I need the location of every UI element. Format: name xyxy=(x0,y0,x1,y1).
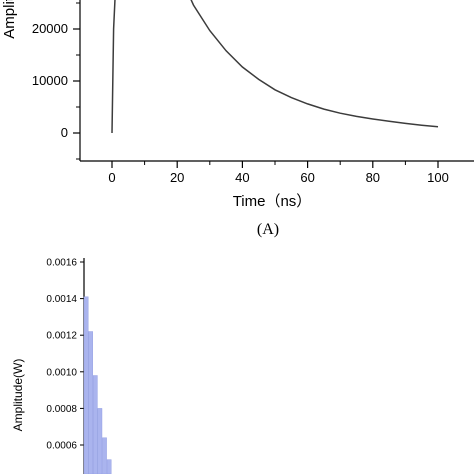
panel-label-a: (A) xyxy=(257,221,279,238)
chart-a-x-tick-label: 20 xyxy=(170,170,184,185)
chart-b-y-tick-label: 0.0010 xyxy=(46,367,77,378)
chart-a-y-axis-label: Amplitude xyxy=(1,0,18,39)
chart-b: 0.0006 0.0008 0.0010 0.0012 0.0014 0.0016 Amp… xyxy=(11,258,112,474)
chart-b-y-tick-label: 0.0006 xyxy=(46,441,77,452)
chart-a: 0 10000 20000 0 20 40 60 80 100 Amplitude Time（… xyxy=(1,0,474,238)
chart-a-x-tick-label: 0 xyxy=(108,170,115,185)
chart-b-bar xyxy=(83,296,89,474)
chart-b-y-tick-label: 0.0016 xyxy=(46,258,77,269)
chart-a-x-tick-label: 100 xyxy=(427,170,449,185)
chart-b-y-axis-label: Amplitude(W) xyxy=(11,359,25,432)
chart-a-x-tick-label: 60 xyxy=(300,170,314,185)
chart-a-y-tick-label: 10000 xyxy=(32,73,68,88)
chart-b-y-tick-label: 0.0012 xyxy=(46,331,77,342)
chart-b-bar xyxy=(97,408,103,474)
chart-b-y-tick-label: 0.0014 xyxy=(46,294,77,305)
chart-b-bar xyxy=(92,375,98,474)
chart-a-series-line xyxy=(111,0,439,134)
chart-b-bar xyxy=(88,331,93,474)
chart-a-x-tick-label: 40 xyxy=(235,170,249,185)
chart-a-y-tick-label: 0 xyxy=(61,125,68,140)
chart-b-bar xyxy=(102,437,107,474)
chart-b-bar xyxy=(106,459,112,474)
chart-a-x-axis-label: Time（ns） xyxy=(233,193,312,210)
chart-b-y-tick-label: 0.0008 xyxy=(46,404,77,415)
chart-a-x-tick-label: 80 xyxy=(366,170,380,185)
chart-a-y-tick-label: 20000 xyxy=(32,21,68,36)
